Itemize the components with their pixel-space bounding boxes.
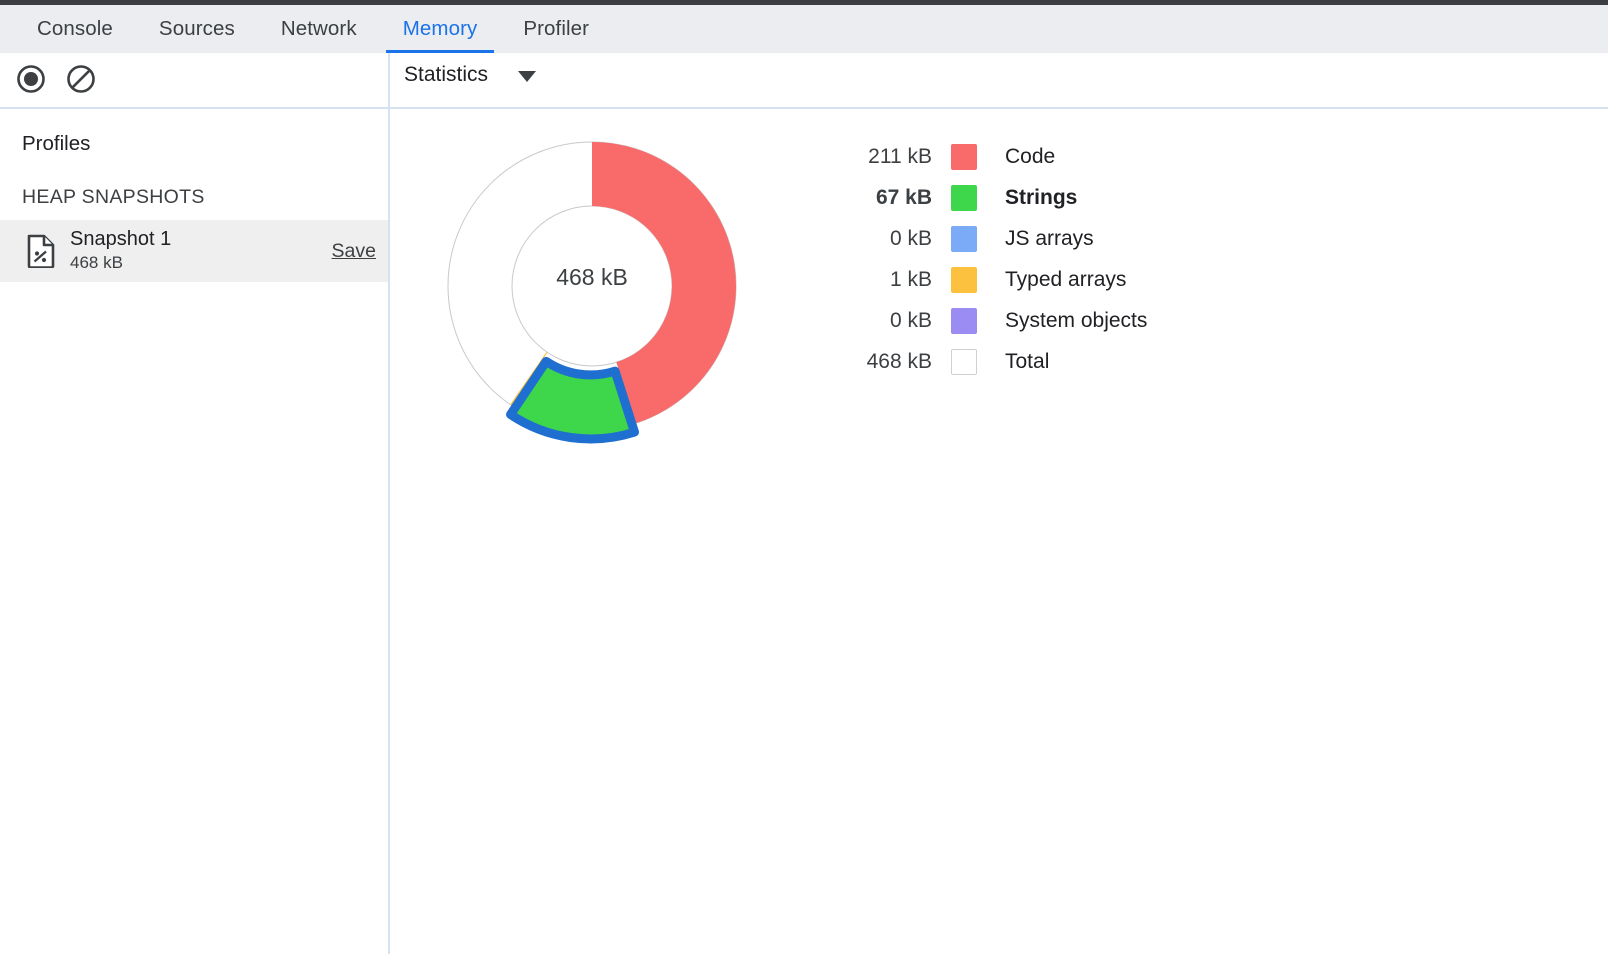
donut-slice-strings[interactable] [506, 356, 639, 444]
legend-value: 211 kB [868, 144, 932, 168]
legend-value: 468 kB [866, 349, 932, 373]
view-selector[interactable]: Statistics [404, 63, 537, 87]
legend-row[interactable]: 1 kB Typed arrays [842, 259, 1147, 300]
memory-donut-chart: 468 kB [432, 122, 752, 444]
view-selector-label: Statistics [404, 63, 489, 86]
chart-legend: 211 kB Code 67 kB Strings 0 kB JS arrays 1 kB T… [842, 136, 1147, 382]
legend-color-swatch [951, 348, 977, 375]
snapshot-labels: Snapshot 1 468 kB [70, 228, 171, 275]
legend-row[interactable]: 468 kB Total [842, 341, 1147, 382]
snapshot-list-item[interactable]: Snapshot 1 468 kB Save [0, 220, 388, 282]
legend-label: Code [1005, 144, 1056, 168]
profiles-sidebar: Profiles HEAP SNAPSHOTS Snapshot 1 468 k… [0, 110, 388, 954]
window-top-strip [0, 0, 1608, 5]
legend-label: JS arrays [1005, 226, 1094, 250]
heap-snapshot-file-icon [27, 234, 55, 268]
clear-slash-icon [67, 65, 95, 93]
tab-sources[interactable]: Sources [158, 17, 235, 40]
panel-tabbar: Console Sources Network Memory Profiler [0, 5, 1608, 53]
toolbar-actions [14, 62, 98, 96]
legend-label: System objects [1005, 308, 1148, 332]
legend-value: 0 kB [889, 308, 932, 332]
legend-value: 67 kB [875, 185, 932, 209]
legend-label: Strings [1005, 185, 1078, 209]
tab-profiler[interactable]: Profiler [523, 17, 590, 40]
legend-value: 1 kB [889, 267, 932, 291]
legend-color-swatch [951, 143, 977, 170]
tab-memory[interactable]: Memory [380, 5, 501, 53]
panel-split-divider[interactable] [388, 53, 390, 954]
tab-network[interactable]: Network [280, 17, 357, 40]
page-title: Profiles [22, 132, 91, 155]
donut-inner-ring[interactable] [511, 205, 673, 367]
toolbar-divider [0, 107, 1608, 109]
record-button[interactable] [14, 62, 48, 96]
clear-button[interactable] [64, 62, 98, 96]
chevron-down-icon [518, 71, 537, 82]
statistics-view: 468 kB 211 kB Code 67 kB Strings 0 kB JS arra… [390, 110, 1608, 954]
legend-label: Typed arrays [1005, 267, 1127, 291]
legend-color-swatch [951, 266, 977, 293]
legend-color-swatch [951, 184, 977, 211]
legend-color-swatch [951, 225, 977, 252]
legend-color-swatch [951, 307, 977, 334]
legend-row[interactable]: 0 kB System objects [842, 300, 1147, 341]
save-snapshot-link[interactable]: Save [331, 239, 376, 262]
legend-row[interactable]: 0 kB JS arrays [842, 218, 1147, 259]
legend-label: Total [1005, 349, 1050, 373]
legend-value: 0 kB [889, 226, 932, 250]
snapshot-size: 468 kB [70, 252, 123, 272]
snapshot-name: Snapshot 1 [70, 227, 172, 250]
donut-slice-code[interactable] [592, 142, 736, 424]
legend-row[interactable]: 211 kB Code [842, 136, 1147, 177]
tab-console[interactable]: Console [37, 17, 113, 40]
record-circle-icon [17, 65, 45, 93]
toolbar [0, 53, 1608, 108]
donut-svg [447, 141, 737, 444]
legend-row[interactable]: 67 kB Strings [842, 177, 1147, 218]
section-header-heap-snapshots: HEAP SNAPSHOTS [22, 186, 205, 208]
